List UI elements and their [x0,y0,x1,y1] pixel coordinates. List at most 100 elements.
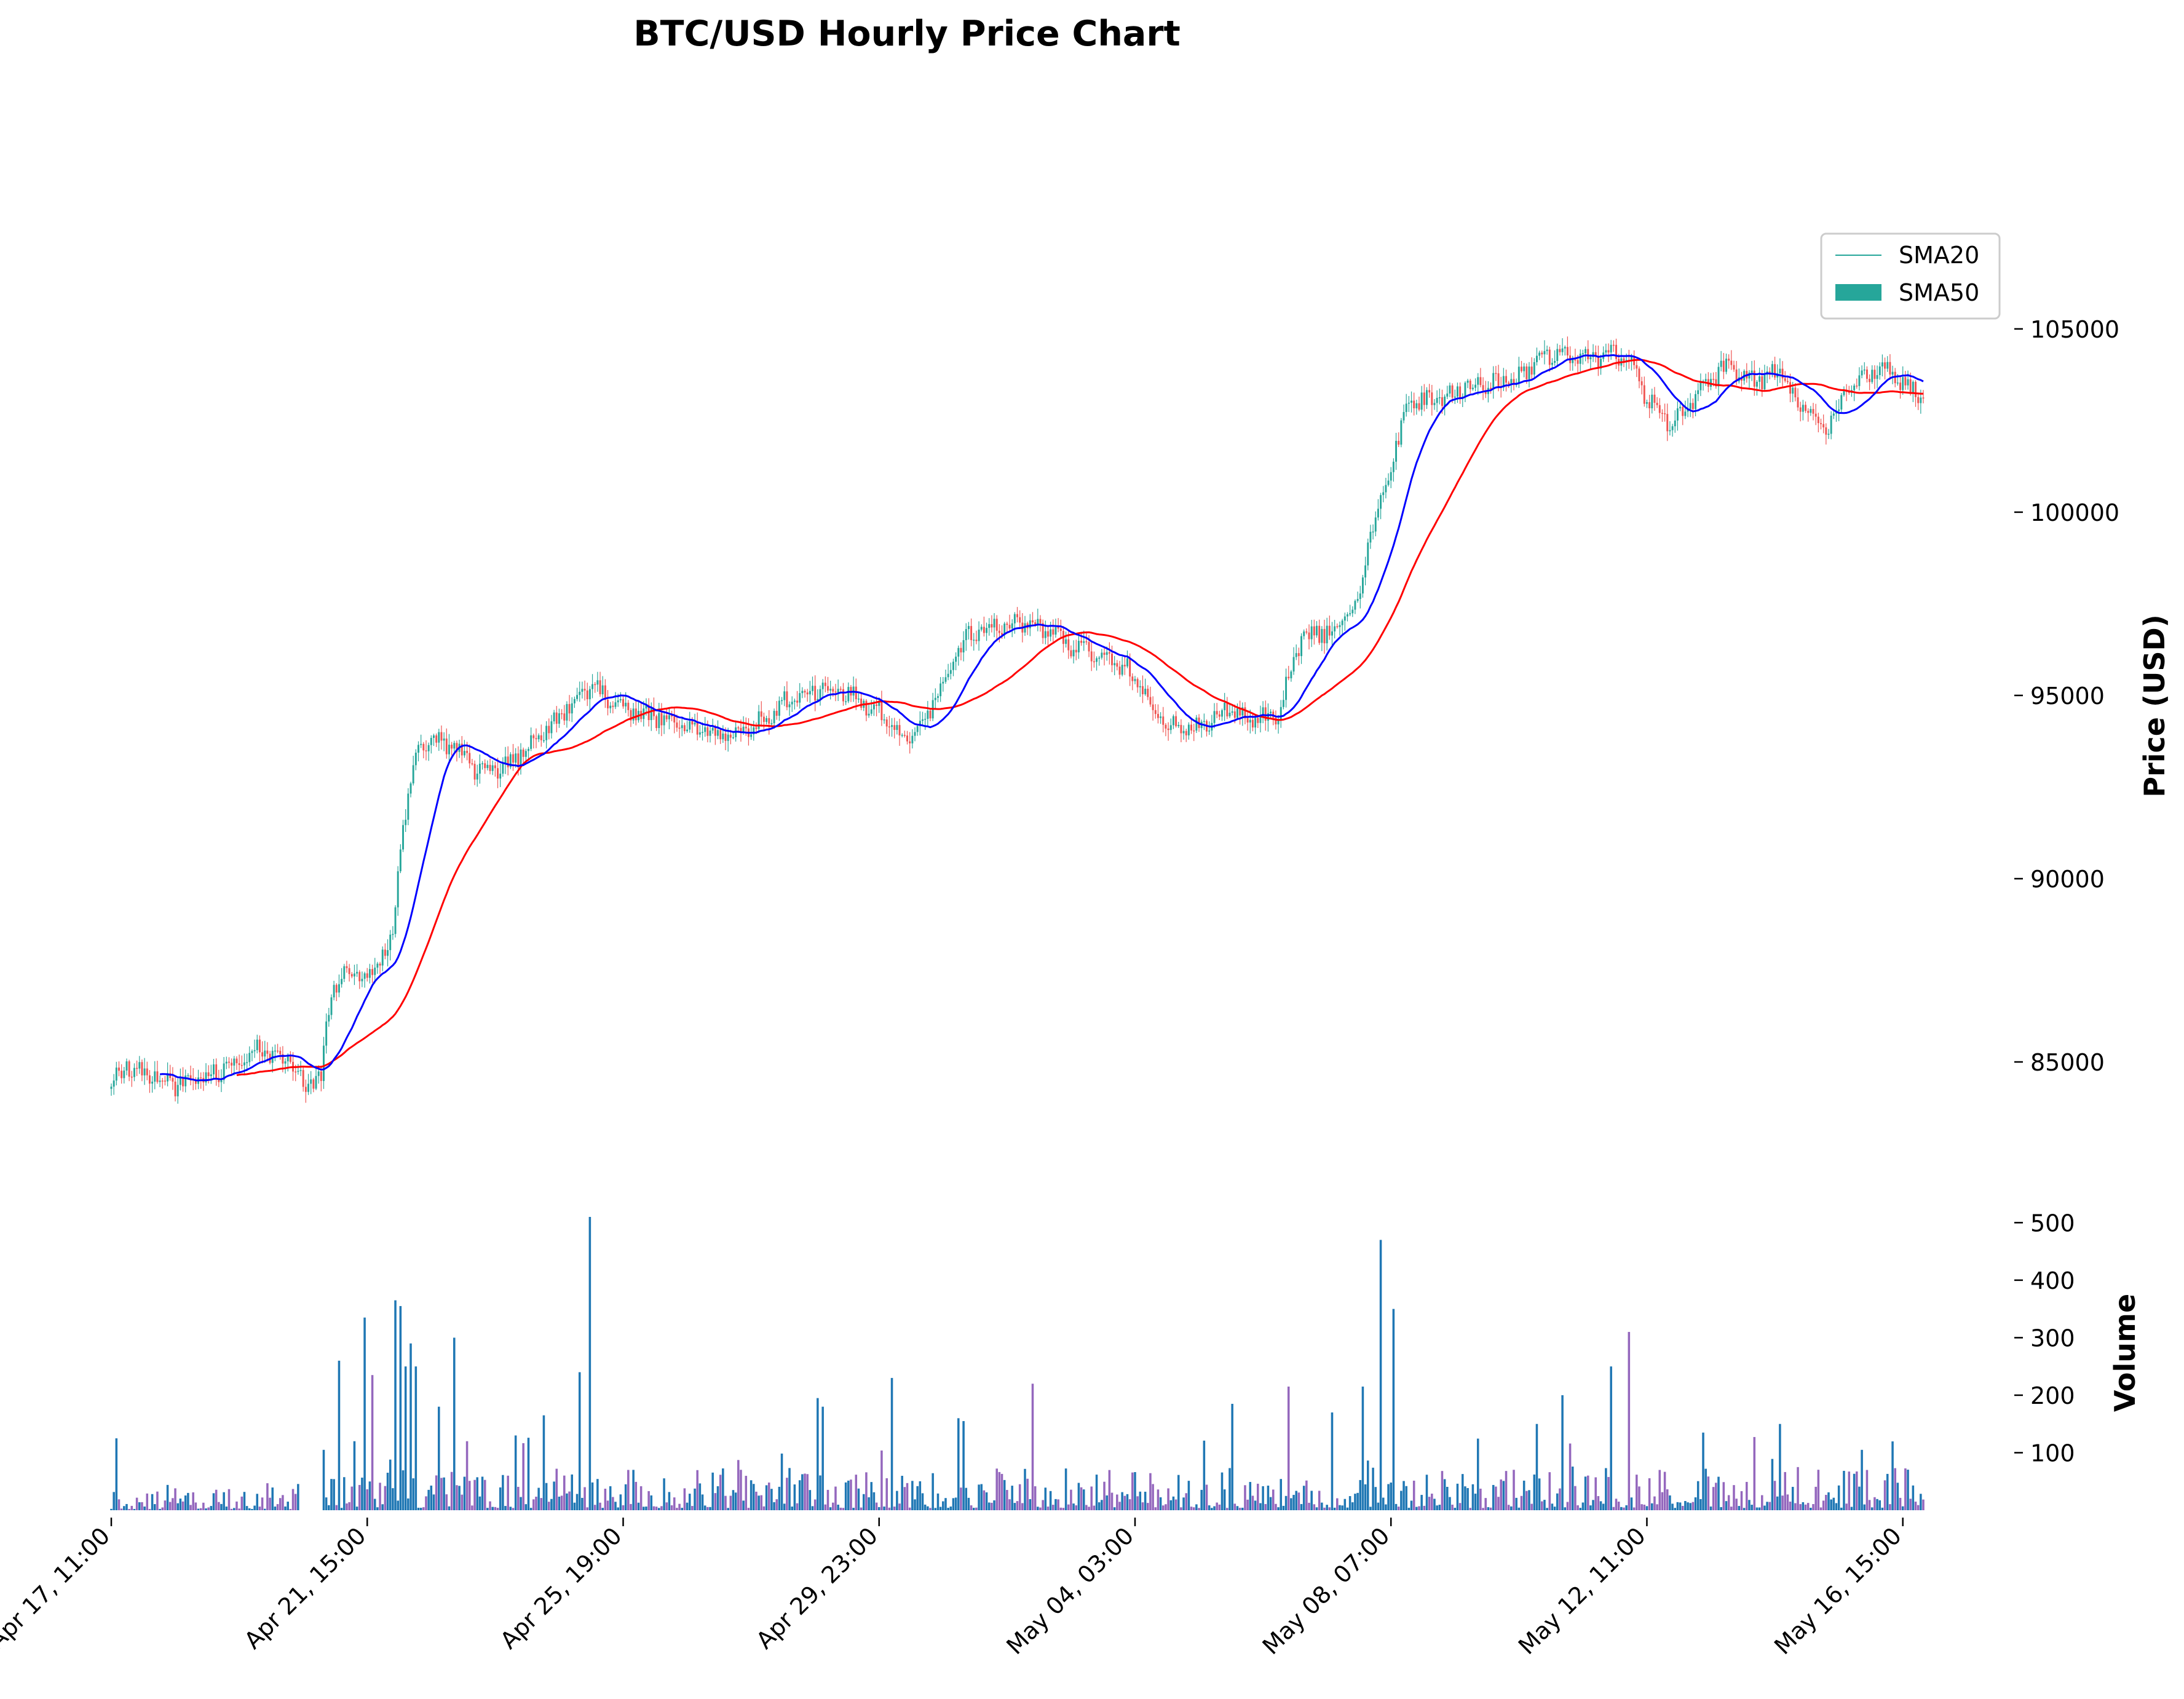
volume-bar [1351,1502,1354,1510]
x-axis-tick-label: Apr 29, 23:00 [751,1522,883,1654]
candle [1789,373,1792,403]
candle-body [1653,394,1656,403]
volume-bar [1671,1503,1674,1510]
volume-bar [601,1508,604,1510]
candle [658,702,660,734]
candle [256,1034,258,1054]
candle-body [184,1075,187,1087]
volume-bar [1218,1504,1221,1510]
candle-body [1126,658,1128,667]
volume-bar [1691,1502,1695,1510]
candle [1704,373,1707,386]
volume-bar [1830,1499,1832,1510]
candle [1224,692,1226,721]
candle-body [261,1052,264,1057]
candle [1664,403,1666,422]
volume-bar [269,1497,271,1510]
candle [205,1063,207,1086]
volume-bar [361,1477,363,1510]
volume-bar [604,1489,607,1510]
volume-bar [753,1484,755,1510]
volume-bar [1070,1489,1072,1510]
volume-bar [1211,1508,1213,1510]
volume-bar [194,1502,197,1510]
volume-bar [148,1508,151,1510]
candle-body [1799,407,1802,412]
candle-body [1241,707,1244,716]
candle [1891,365,1894,384]
candle-body [1490,387,1492,390]
candle-body [596,680,599,685]
candle-body [842,689,844,702]
candle [1121,656,1123,677]
candle-body [210,1074,212,1077]
candle-body [425,750,427,751]
candle [993,613,995,638]
candle [231,1058,233,1074]
candle-body [1538,352,1541,356]
volume-bar [545,1483,548,1510]
volume-bar [1858,1486,1861,1510]
volume-bar [392,1488,394,1510]
volume-bar [1085,1505,1088,1510]
candle-body [604,685,606,700]
candle-body [524,751,527,757]
volume-bar [1856,1471,1858,1510]
volume-bar [1400,1491,1403,1510]
volume-bar [427,1489,430,1510]
volume-bar [1592,1500,1594,1510]
volume-bar [1802,1502,1805,1510]
candle [1482,377,1484,400]
candle-body [1812,409,1814,414]
candle [970,618,973,647]
volume-bar [238,1508,240,1510]
candle [1449,382,1451,397]
candle [668,707,670,729]
candle [1805,401,1806,413]
volume-bar [1290,1498,1292,1510]
volume-bar [1343,1499,1347,1510]
volume-bar [1313,1504,1316,1510]
candle [1152,696,1154,721]
candle [896,721,898,735]
candle [698,725,701,738]
candle-body [1262,707,1264,717]
volume-bar [153,1504,156,1510]
volume-bar [542,1415,545,1510]
volume-bar [218,1502,220,1510]
candle [681,718,683,737]
candle [1640,376,1643,395]
candle [909,732,911,754]
candle-body [1387,480,1390,485]
volume-bar [1904,1468,1907,1510]
candle-body [998,630,1000,633]
candle-body [1341,620,1343,625]
volume-bar [571,1474,574,1510]
volume-bar [711,1472,714,1510]
candle-body [1691,403,1694,410]
volume-bar [527,1438,530,1510]
volume-bar [1374,1487,1377,1510]
candle-body [724,733,727,741]
volume-bar [758,1495,760,1510]
candle-body [304,1087,307,1092]
price-axis-tick-label: 85000 [2030,1049,2105,1076]
candle-body [1433,403,1436,405]
time-x-axis: Apr 17, 11:00 Apr 21, 15:00 Apr 25, 19:00 A… [0,1518,1907,1660]
volume-bar [939,1507,942,1510]
candle [1487,381,1489,403]
volume-bar [453,1337,456,1510]
volume-bar [1853,1473,1856,1510]
candle [1403,404,1405,424]
candle-body [1577,360,1579,364]
candle-body [148,1075,151,1084]
candle-body [888,726,890,727]
candle [1620,348,1623,371]
candle [1374,511,1377,537]
candle [566,701,568,728]
volume-bar [1712,1487,1715,1510]
candle [1881,354,1883,377]
candle [596,671,599,692]
volume-bar [1144,1491,1147,1510]
